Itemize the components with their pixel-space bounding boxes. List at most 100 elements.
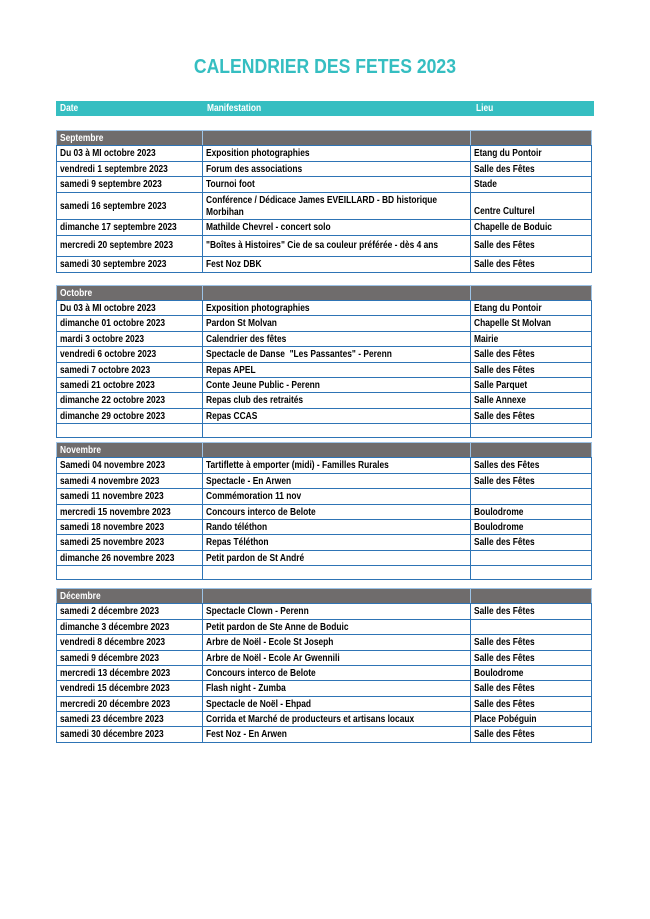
table-row: mercredi 20 décembre 2023 Spectacle de No… — [56, 695, 594, 712]
manifestation-text: Conférence / Dédicace James EVEILLARD - … — [206, 193, 438, 218]
month-band: Novembre — [56, 442, 594, 459]
lieu-cell: Salle Parquet — [470, 376, 592, 394]
header-cell-date: Date — [56, 101, 203, 116]
month-band-cell — [470, 588, 592, 605]
lieu-cell: Etang du Pontoir — [470, 145, 592, 162]
manifestation-cell: Conte Jeune Public - Perenn — [202, 376, 471, 394]
month-band-cell: Septembre — [56, 130, 203, 147]
date-text: samedi 21 octobre 2023 — [60, 378, 155, 391]
manifestation-cell: Arbre de Noël - Ecole Ar Gwennili — [202, 649, 471, 666]
lieu-text: Salle des Fêtes — [474, 162, 535, 175]
table-row: Du 03 à MI octobre 2023 Exposition photog… — [56, 300, 594, 317]
date-cell: dimanche 01 octobre 2023 — [56, 315, 203, 332]
date-text: dimanche 29 octobre 2023 — [60, 409, 166, 422]
lieu-cell: Chapelle de Boduic — [470, 219, 592, 236]
table-row: Samedi 04 novembre 2023 Tartiflette à emp… — [56, 457, 594, 474]
lieu-cell: Boulodrome — [470, 518, 592, 536]
table-row: samedi 23 décembre 2023 Corrida et Marché… — [56, 711, 594, 728]
month-band: Décembre — [56, 588, 594, 605]
table-row: vendredi 6 octobre 2023 Spectacle de Dans… — [56, 346, 594, 363]
manifestation-cell: Commémoration 11 nov — [202, 488, 471, 505]
header-cell-lieu: Lieu — [472, 101, 594, 116]
table-row: samedi 2 décembre 2023 Spectacle Clown - … — [56, 603, 594, 620]
lieu-cell — [470, 488, 592, 505]
lieu-cell: Boulodrome — [470, 664, 592, 682]
manifestation-text: Rando téléthon — [206, 520, 268, 533]
month-band-cell: Novembre — [56, 442, 203, 459]
manifestation-cell: Repas Téléthon — [202, 534, 471, 551]
lieu-text: Salle des Fêtes — [474, 239, 535, 252]
table-row: samedi 18 novembre 2023 Rando téléthon Bou… — [56, 518, 594, 536]
table-row: dimanche 29 octobre 2023 Repas CCAS Salle … — [56, 407, 594, 424]
table-row: mercredi 20 septembre 2023 "Boîtes à Hist… — [56, 234, 594, 257]
lieu-text: Place Pobéguin — [474, 713, 537, 725]
table-row: mercredi 13 décembre 2023 Concours interc… — [56, 664, 594, 682]
manifestation-text: Arbre de Noël - Ecole Ar Gwennili — [206, 651, 340, 664]
date-cell: dimanche 17 septembre 2023 — [56, 219, 203, 236]
lieu-text: Salles des Fêtes — [474, 459, 540, 472]
date-text: Du 03 à MI octobre 2023 — [60, 302, 156, 314]
date-text: samedi 16 septembre 2023 — [60, 199, 167, 212]
month-section: Octobre Du 03 à MI octobre 2023 Exposition… — [56, 284, 594, 438]
manifestation-cell: Mathilde Chevrel - concert solo — [202, 219, 471, 236]
manifestation-cell: Spectacle de Danse "Les Passantes" - Per… — [202, 346, 471, 363]
lieu-text: Salle Annexe — [474, 394, 526, 407]
lieu-cell: Salle des Fêtes — [470, 361, 592, 378]
table-row: dimanche 22 octobre 2023 Repas club des r… — [56, 392, 594, 409]
table-row: dimanche 26 novembre 2023 Petit pardon de… — [56, 549, 594, 566]
date-cell: vendredi 6 octobre 2023 — [56, 346, 203, 363]
date-text: mercredi 15 novembre 2023 — [60, 505, 171, 518]
date-cell: vendredi 15 décembre 2023 — [56, 680, 203, 697]
table-row: samedi 11 novembre 2023 Commémoration 11 … — [56, 488, 594, 505]
date-cell: samedi 21 octobre 2023 — [56, 376, 203, 394]
lieu-cell: Salle des Fêtes — [470, 234, 592, 257]
lieu-text: Salle des Fêtes — [474, 728, 535, 741]
fetes-table: Date Manifestation Lieu Septembre Du 03 à… — [56, 101, 594, 743]
lieu-text: Salle des Fêtes — [474, 636, 535, 649]
table-row: samedi 9 décembre 2023 Arbre de Noël - Ec… — [56, 649, 594, 666]
manifestation-text: Fest Noz - En Arwen — [206, 728, 287, 741]
table-row — [56, 423, 594, 438]
date-cell: mercredi 13 décembre 2023 — [56, 664, 203, 682]
lieu-text: Stade — [474, 178, 497, 191]
lieu-cell — [470, 423, 592, 438]
date-text: dimanche 22 octobre 2023 — [60, 394, 166, 407]
manifestation-text: Forum des associations — [206, 162, 303, 175]
lieu-text: Salle des Fêtes — [474, 697, 535, 710]
table-row: samedi 7 octobre 2023 Repas APEL Salle des… — [56, 361, 594, 378]
lieu-cell: Stade — [470, 176, 592, 193]
month-section: Décembre samedi 2 décembre 2023 Spectacle … — [56, 588, 594, 743]
table-row: dimanche 01 octobre 2023 Pardon St Molvan… — [56, 315, 594, 332]
lieu-text: Chapelle de Boduic — [474, 221, 552, 234]
lieu-text: Salle des Fêtes — [474, 536, 535, 549]
manifestation-cell: Spectacle - En Arwen — [202, 472, 471, 490]
manifestation-text: Petit pardon de Ste Anne de Boduic — [206, 620, 349, 633]
manifestation-cell — [202, 565, 471, 580]
date-text: mardi 3 octobre 2023 — [60, 332, 145, 345]
manifestation-text: Repas APEL — [206, 363, 256, 376]
date-cell: Du 03 à MI octobre 2023 — [56, 300, 203, 317]
manifestation-cell: Tournoi foot — [202, 176, 471, 193]
date-text: vendredi 15 décembre 2023 — [60, 682, 170, 695]
table-row: vendredi 15 décembre 2023 Flash night - Z… — [56, 680, 594, 697]
table-row: dimanche 17 septembre 2023 Mathilde Chevr… — [56, 219, 594, 236]
date-cell — [56, 565, 203, 580]
manifestation-cell: Fest Noz DBK — [202, 255, 471, 273]
table-row: Du 03 à MI octobre 2023 Exposition photog… — [56, 145, 594, 162]
manifestation-cell: Exposition photographies — [202, 145, 471, 162]
month-label: Septembre — [60, 132, 104, 144]
lieu-text: Salle des Fêtes — [474, 363, 535, 376]
lieu-cell — [470, 549, 592, 566]
month-band: Septembre — [56, 130, 594, 147]
manifestation-cell: Corrida et Marché de producteurs et arti… — [202, 711, 471, 728]
month-band-cell — [202, 130, 471, 147]
month-band-cell — [470, 442, 592, 459]
month-label: Décembre — [60, 590, 101, 602]
manifestation-cell: Arbre de Noël - Ecole St Joseph — [202, 634, 471, 651]
manifestation-cell: Repas club des retraités — [202, 392, 471, 409]
manifestation-text: Tartiflette à emporter (midi) - Familles… — [206, 459, 389, 472]
manifestation-cell: Petit pardon de Ste Anne de Boduic — [202, 618, 471, 636]
manifestation-text: Repas Téléthon — [206, 536, 269, 549]
manifestation-text: Petit pardon de St André — [206, 551, 305, 564]
